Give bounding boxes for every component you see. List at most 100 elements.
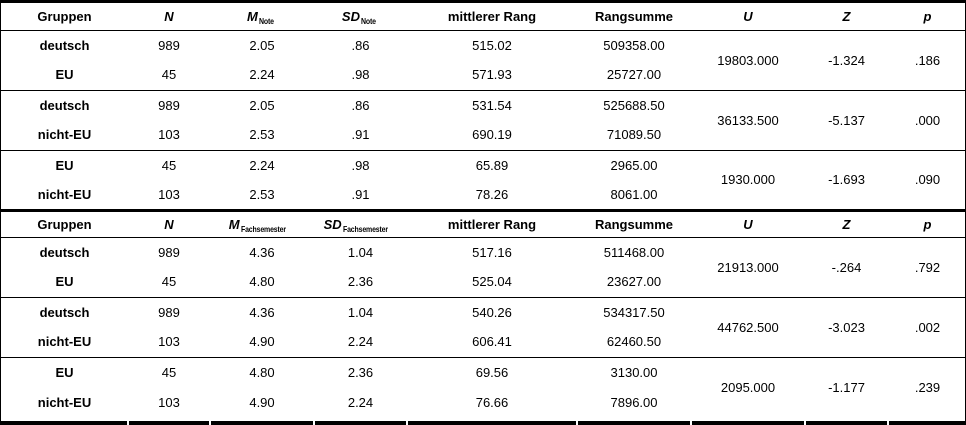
header-row: Gruppen N MFachsemester SDFachsemester mittl… [1, 208, 966, 238]
p-value: .792 [888, 237, 966, 298]
u-value: 36133.500 [691, 90, 805, 151]
value-cell: 45 [161, 364, 177, 380]
value-cell: 2.24 [347, 394, 374, 410]
col-header-subscript: Note [258, 15, 274, 26]
value-cell: 4.90 [210, 327, 314, 358]
value-cell: 509358.00 [603, 37, 665, 53]
value-cell: 76.66 [475, 394, 509, 410]
stats-table-body: Gruppen N MNote SDNote mittlerer Rang Rangsum… [1, 3, 966, 417]
group-label: EU [55, 364, 74, 380]
z-value: -1.177 [828, 379, 865, 395]
data-row: deutsch 989 2.05 .86 515.02 509358.00 19803.00… [1, 30, 966, 91]
value-cell: .86 [351, 37, 370, 53]
value-cell: 3130.00 [610, 364, 658, 380]
value-cell: 4.80 [210, 267, 314, 298]
value-cell: 531.54 [472, 97, 512, 113]
p-value: .090 [888, 150, 966, 211]
border-gap [887, 421, 889, 425]
group-label: deutsch [39, 97, 90, 113]
value-cell: 4.80 [249, 364, 275, 380]
value-cell: .91 [314, 180, 407, 211]
border-gap [406, 421, 408, 425]
value-cell: 45 [161, 157, 177, 173]
value-cell: 989 [158, 97, 180, 113]
value-cell: 2.53 [210, 180, 314, 211]
z-value: -5.137 [805, 90, 888, 151]
col-header-label: M [247, 8, 258, 24]
value-cell: 69.56 [475, 364, 509, 380]
u-value: 1930.000 [691, 150, 805, 211]
value-cell: .86 [351, 97, 370, 113]
group-label: deutsch [39, 244, 90, 260]
col-header-u: U [691, 3, 805, 31]
value-cell: 65.89 [475, 157, 509, 173]
value-cell: 4.36 [249, 244, 275, 260]
col-header-label: Rangsumme [594, 216, 674, 232]
value-cell: 2.24 [210, 60, 314, 91]
col-header-label: p [923, 8, 932, 24]
col-header-rangsumme: Rangsumme [577, 208, 691, 238]
col-header-label: U [743, 8, 753, 24]
data-row: nicht-EU 103 2.53.91 690.19 71089.50 [1, 120, 966, 151]
value-cell: 45 [128, 60, 210, 91]
u-value: 2095.000 [720, 379, 776, 395]
p-value: .000 [888, 90, 966, 151]
col-header-n: N [128, 3, 210, 31]
col-header-n: N [128, 208, 210, 238]
value-cell: 2.24 [249, 157, 275, 173]
group-label: EU [1, 267, 128, 298]
data-row: nicht-EU 103 4.90 2.24 606.41 62460.50 [1, 327, 966, 358]
p-value: .239 [914, 379, 941, 395]
col-header-label: p [923, 216, 932, 232]
col-header-label: Gruppen [37, 216, 92, 232]
value-cell: 103 [128, 120, 210, 151]
value-cell: 62460.50 [577, 327, 691, 358]
group-label: nicht-EU [1, 180, 128, 211]
col-header-label: mittlerer Rang [447, 216, 537, 232]
value-cell: 690.19 [407, 120, 577, 151]
value-cell: .91 [314, 120, 407, 151]
value-cell: .98 [314, 60, 407, 91]
value-cell: 45 [128, 267, 210, 298]
value-cell: 989 [158, 37, 180, 53]
value-cell: 7896.00 [610, 394, 658, 410]
value-cell: 71089.50 [577, 120, 691, 151]
col-header-mittlerer-rang: mittlerer Rang [407, 3, 577, 31]
z-value: -.264 [805, 237, 888, 298]
value-cell: 1.04 [347, 244, 374, 260]
value-cell: 78.26 [407, 180, 577, 211]
group-label: EU [55, 157, 74, 173]
value-cell: 571.93 [407, 60, 577, 91]
col-header-mittlerer-rang: mittlerer Rang [407, 208, 577, 238]
value-cell: 4.36 [249, 304, 275, 320]
col-header-sd: SDNote [314, 3, 407, 31]
value-cell: 103 [158, 394, 180, 410]
data-row: nicht-EU 103 4.90 2.24 76.66 7896.00 [1, 387, 966, 417]
u-value: 44762.500 [691, 297, 805, 358]
value-cell: 525688.50 [603, 97, 665, 113]
col-header-label: U [743, 216, 753, 232]
data-row: deutsch 989 2.05 .86 531.54 525688.50 36133.50… [1, 90, 966, 151]
group-label: nicht-EU [1, 120, 128, 151]
value-cell: 23627.00 [577, 267, 691, 298]
value-cell: 8061.00 [577, 180, 691, 211]
z-value: -1.324 [805, 30, 888, 91]
header-row: Gruppen N MNote SDNote mittlerer Rang Rangsum… [1, 3, 966, 31]
col-header-z: Z [805, 208, 888, 238]
value-cell: 989 [158, 304, 180, 320]
value-cell: 515.02 [472, 37, 512, 53]
col-header-gruppen: Gruppen [1, 3, 128, 31]
border-gap [690, 421, 692, 425]
group-label: EU [1, 60, 128, 91]
col-header-m: MNote [210, 3, 314, 31]
col-header-rangsumme: Rangsumme [577, 3, 691, 31]
col-header-label: Z [842, 8, 851, 24]
stats-table: Gruppen N MNote SDNote mittlerer Rang Rangsum… [1, 3, 966, 417]
value-cell: 540.26 [472, 304, 512, 320]
col-header-label: Z [842, 216, 851, 232]
value-cell: .98 [351, 157, 370, 173]
col-header-p: p [888, 3, 966, 31]
col-header-label: Gruppen [37, 8, 92, 24]
data-row: deutsch 989 4.36 1.04 540.26 534317.50 44762.5… [1, 297, 966, 358]
